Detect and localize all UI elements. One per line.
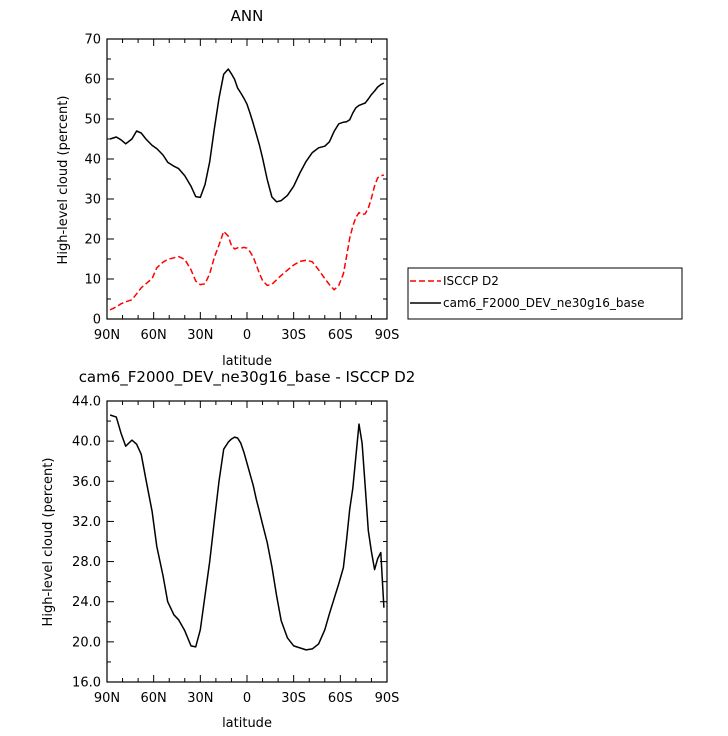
top-y-tick-label: 20 — [84, 233, 101, 248]
bottom-y-tick-label: 40.0 — [72, 435, 101, 450]
bottom-chart-ylabel: High-level cloud (percent) — [41, 458, 56, 627]
bottom-series-line-0 — [109, 414, 385, 651]
top-x-tick-label: 30S — [281, 328, 306, 343]
top-x-tick-label: 60S — [328, 328, 353, 343]
top-chart-xlabel: latitude — [222, 354, 272, 369]
top-chart-y-tick-labels: 0 10 20 30 40 50 60 70 — [84, 33, 101, 328]
bottom-y-tick-label: 16.0 — [72, 676, 101, 691]
bottom-chart-title: cam6_F2000_DEV_ne30g16_base - ISCCP D2 — [79, 368, 416, 387]
top-series-line-1 — [109, 68, 385, 203]
top-y-tick-label: 50 — [84, 113, 101, 128]
top-x-tick-label: 90N — [94, 328, 120, 343]
top-chart-ticks — [106, 38, 388, 320]
top-chart-ylabel: High-level cloud (percent) — [56, 96, 71, 265]
top-x-tick-label: 0 — [243, 328, 251, 343]
bottom-y-tick-label: 24.0 — [72, 595, 101, 610]
bottom-y-tick-label: 36.0 — [72, 475, 101, 490]
top-y-tick-label: 10 — [84, 273, 101, 288]
bottom-x-tick-label: 60S — [328, 691, 353, 706]
bottom-x-tick-label: 90S — [375, 691, 400, 706]
bottom-chart-series — [109, 414, 385, 651]
bottom-chart-x-tick-labels: 90N 60N 30N 0 30S 60S 90S — [94, 691, 400, 706]
legend-box — [407, 267, 683, 320]
top-chart-plot-frame — [106, 38, 388, 320]
top-y-tick-label: 40 — [84, 153, 101, 168]
bottom-chart-plot-frame — [106, 400, 388, 683]
top-y-tick-label: 60 — [84, 73, 101, 88]
top-x-tick-label: 90S — [375, 328, 400, 343]
bottom-chart-ticks — [106, 400, 388, 683]
top-chart-title: ANN — [231, 7, 264, 25]
top-y-tick-label: 30 — [84, 193, 101, 208]
bottom-y-tick-label: 44.0 — [72, 395, 101, 410]
bottom-x-tick-label: 90N — [94, 691, 120, 706]
bottom-y-tick-label: 20.0 — [72, 635, 101, 650]
legend-label-cam6: cam6_F2000_DEV_ne30g16_base — [443, 296, 645, 310]
bottom-panel: cam6_F2000_DEV_ne30g16_base - ISCCP D2 H… — [41, 368, 415, 731]
top-chart-x-tick-labels: 90N 60N 30N 0 30S 60S 90S — [94, 328, 400, 343]
bottom-x-tick-label: 30S — [281, 691, 306, 706]
top-y-tick-label: 0 — [93, 313, 101, 328]
bottom-x-tick-label: 30N — [187, 691, 213, 706]
legend-label-isccp: ISCCP D2 — [443, 274, 499, 288]
bottom-chart-xlabel: latitude — [222, 716, 272, 731]
top-y-tick-label: 70 — [84, 33, 101, 48]
top-x-tick-label: 30N — [187, 328, 213, 343]
bottom-x-tick-label: 60N — [141, 691, 167, 706]
top-chart-legend: ISCCP D2 cam6_F2000_DEV_ne30g16_base — [407, 267, 683, 320]
top-series-line-0 — [109, 174, 385, 311]
bottom-y-tick-label: 32.0 — [72, 515, 101, 530]
bottom-chart-y-tick-labels: 16.0 20.0 24.0 28.0 32.0 36.0 40.0 44.0 — [72, 395, 101, 691]
bottom-x-tick-label: 0 — [243, 691, 251, 706]
top-x-tick-label: 60N — [141, 328, 167, 343]
top-panel: ANN High-level cloud (percent) latitude … — [56, 7, 683, 369]
bottom-y-tick-label: 28.0 — [72, 555, 101, 570]
top-chart-series — [109, 68, 385, 311]
